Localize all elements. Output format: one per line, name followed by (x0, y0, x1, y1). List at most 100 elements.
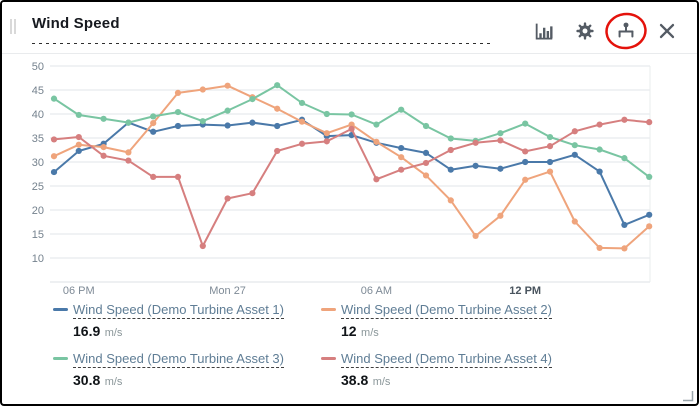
data-point[interactable] (472, 162, 479, 169)
data-point[interactable] (199, 118, 206, 125)
widget-title[interactable]: Wind Speed (32, 15, 120, 32)
data-point[interactable] (546, 168, 554, 175)
data-point[interactable] (571, 218, 578, 225)
data-point[interactable] (373, 121, 380, 128)
data-point[interactable] (50, 153, 58, 160)
data-point[interactable] (373, 176, 380, 183)
data-point[interactable] (546, 143, 554, 150)
data-point[interactable] (522, 148, 529, 155)
data-point[interactable] (621, 116, 628, 123)
data-point[interactable] (174, 122, 182, 130)
line-chart[interactable]: 50 45 40 35 30 25 20 15 10 06 PM Mon 27 06 AM 12 PM (22, 58, 692, 298)
data-point[interactable] (497, 137, 504, 144)
data-point[interactable] (75, 111, 82, 119)
data-point[interactable] (522, 176, 529, 183)
data-point[interactable] (224, 107, 231, 114)
data-point[interactable] (571, 128, 578, 135)
data-point[interactable] (274, 147, 281, 155)
data-point[interactable] (174, 173, 182, 180)
data-point[interactable] (50, 95, 58, 102)
data-point[interactable] (447, 166, 454, 173)
data-point[interactable] (348, 111, 355, 118)
data-point[interactable] (422, 149, 430, 156)
data-point[interactable] (472, 232, 479, 240)
data-point[interactable] (274, 82, 281, 89)
data-point[interactable] (522, 158, 529, 166)
data-point[interactable] (150, 173, 157, 180)
data-point[interactable] (571, 142, 578, 149)
data-point[interactable] (75, 147, 82, 155)
data-point[interactable] (621, 221, 628, 228)
data-point[interactable] (621, 245, 628, 252)
data-point[interactable] (174, 89, 182, 96)
chart-canvas[interactable]: 50 45 40 35 30 25 20 15 10 06 PM Mon 27 06 AM 12 PM (22, 58, 692, 298)
data-point[interactable] (274, 105, 281, 112)
data-point[interactable] (75, 141, 82, 148)
data-point[interactable] (199, 86, 206, 93)
data-point[interactable] (398, 106, 405, 113)
data-point[interactable] (621, 155, 628, 162)
data-point[interactable] (646, 211, 653, 218)
data-point[interactable] (596, 244, 603, 252)
data-point[interactable] (125, 119, 132, 126)
data-point[interactable] (497, 130, 504, 137)
data-point[interactable] (199, 242, 206, 250)
data-point[interactable] (571, 151, 578, 158)
drag-handle[interactable] (10, 19, 18, 35)
data-point[interactable] (546, 158, 554, 166)
data-point[interactable] (150, 113, 157, 120)
close-icon[interactable] (655, 19, 679, 43)
data-point[interactable] (348, 125, 355, 132)
data-point[interactable] (472, 139, 479, 146)
data-point[interactable] (125, 157, 132, 164)
data-point[interactable] (497, 165, 504, 172)
data-point[interactable] (497, 212, 504, 219)
data-point[interactable] (546, 133, 554, 141)
data-point[interactable] (522, 120, 529, 127)
asset-hierarchy-icon[interactable] (605, 12, 647, 50)
data-point[interactable] (596, 121, 603, 128)
data-point[interactable] (398, 154, 405, 161)
data-point[interactable] (323, 110, 330, 118)
data-point[interactable] (224, 82, 231, 89)
resize-handle[interactable] (682, 389, 694, 402)
legend-label[interactable]: Wind Speed (Demo Turbine Asset 1) (73, 302, 284, 319)
data-point[interactable] (447, 146, 454, 154)
data-point[interactable] (646, 173, 653, 180)
data-point[interactable] (75, 133, 82, 141)
data-point[interactable] (596, 168, 603, 175)
data-point[interactable] (646, 119, 653, 126)
data-point[interactable] (174, 108, 182, 116)
data-point[interactable] (249, 190, 256, 197)
data-point[interactable] (298, 99, 306, 107)
data-point[interactable] (398, 166, 405, 173)
data-point[interactable] (100, 144, 107, 151)
legend-label[interactable]: Wind Speed (Demo Turbine Asset 4) (341, 351, 552, 368)
data-point[interactable] (422, 159, 430, 167)
data-point[interactable] (298, 140, 306, 147)
data-point[interactable] (422, 172, 430, 179)
data-point[interactable] (323, 138, 330, 145)
data-point[interactable] (50, 136, 58, 143)
data-point[interactable] (224, 122, 231, 129)
data-point[interactable] (398, 144, 405, 152)
data-point[interactable] (50, 168, 58, 176)
data-point[interactable] (447, 197, 454, 204)
data-point[interactable] (249, 96, 256, 103)
data-point[interactable] (323, 130, 330, 137)
data-point[interactable] (274, 122, 281, 130)
data-point[interactable] (125, 149, 132, 156)
data-point[interactable] (249, 119, 256, 126)
data-point[interactable] (224, 195, 231, 202)
data-point[interactable] (298, 118, 306, 125)
data-point[interactable] (646, 223, 653, 230)
data-point[interactable] (100, 152, 107, 159)
data-point[interactable] (422, 122, 430, 130)
data-point[interactable] (447, 135, 454, 142)
settings-gear-icon[interactable] (573, 19, 597, 43)
bar-chart-icon[interactable] (532, 19, 556, 43)
data-point[interactable] (348, 121, 355, 128)
data-point[interactable] (373, 138, 380, 145)
data-point[interactable] (150, 120, 157, 127)
legend-label[interactable]: Wind Speed (Demo Turbine Asset 2) (341, 302, 552, 319)
